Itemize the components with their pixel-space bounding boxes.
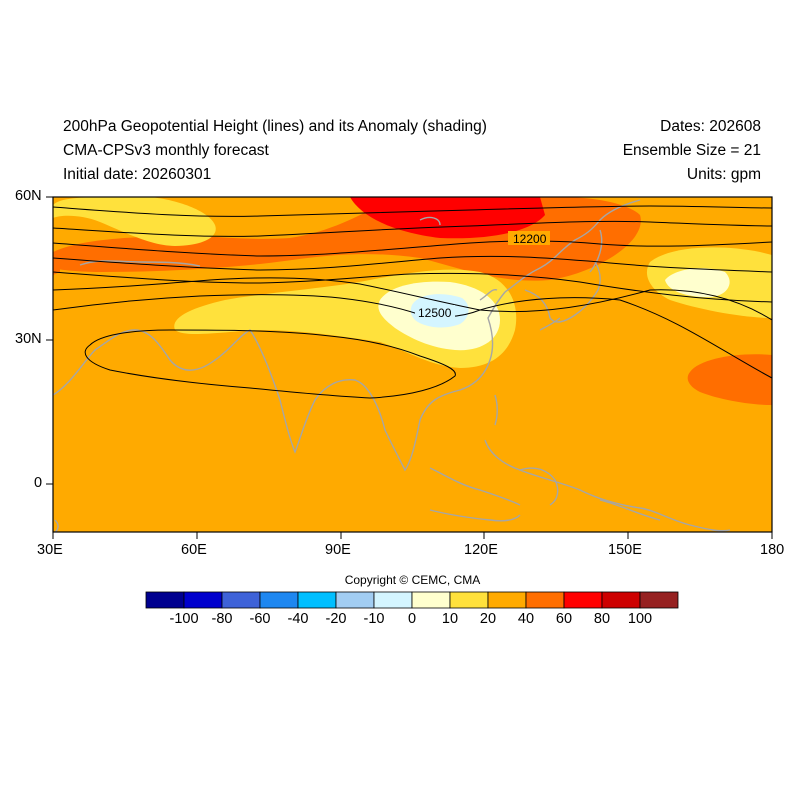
colorbar-swatch xyxy=(449,591,489,609)
colorbar-label: 80 xyxy=(593,611,611,627)
colorbar-label: -20 xyxy=(325,611,347,627)
colorbar-swatch xyxy=(183,591,223,609)
colorbar-label: 20 xyxy=(479,611,497,627)
lon-label-60e: 60E xyxy=(181,542,207,558)
contour-labels: 12200 12500 xyxy=(415,231,550,320)
colorbar-label: 10 xyxy=(441,611,459,627)
dates-label: Dates: 202608 xyxy=(660,118,761,135)
contour-label-12500: 12500 xyxy=(418,306,452,320)
colorbar-swatch xyxy=(639,591,679,609)
ensemble-size-label: Ensemble Size = 21 xyxy=(622,142,761,159)
colorbar-label: -80 xyxy=(211,611,233,627)
colorbar-swatch xyxy=(259,591,299,609)
units-label: Units: gpm xyxy=(686,166,761,183)
colorbar-label: 0 xyxy=(407,611,417,627)
colorbar-swatch xyxy=(601,591,641,609)
lon-label-30e: 30E xyxy=(37,542,63,558)
colorbar-label: 60 xyxy=(555,611,573,627)
coastlines xyxy=(53,199,731,532)
lon-label-150e: 150E xyxy=(608,542,642,558)
lon-label-180: 180 xyxy=(760,542,785,558)
colorbar-label: -100 xyxy=(169,611,199,627)
lat-label-0: 0 xyxy=(34,475,43,491)
colorbar-swatch xyxy=(335,591,375,609)
colorbar-swatch xyxy=(487,591,527,609)
title-line-3: Initial date: 20260301 xyxy=(63,166,212,183)
colorbar-label: -60 xyxy=(249,611,271,627)
anomaly-shading xyxy=(53,197,772,532)
colorbar xyxy=(145,591,679,609)
colorbar-swatch xyxy=(563,591,603,609)
height-contours xyxy=(53,205,772,399)
colorbar-label: 40 xyxy=(517,611,535,627)
lat-label-60n: 60N xyxy=(15,188,42,204)
axis-ticks xyxy=(46,196,773,539)
lon-label-120e: 120E xyxy=(464,542,498,558)
title-line-1: 200hPa Geopotential Height (lines) and i… xyxy=(63,118,487,135)
map-frame xyxy=(52,196,773,533)
lat-label-30n: 30N xyxy=(15,331,42,347)
colorbar-swatch xyxy=(373,591,413,609)
colorbar-swatch xyxy=(145,591,185,609)
colorbar-label: -10 xyxy=(363,611,385,627)
copyright-text: Copyright © CEMC, CMA xyxy=(344,573,481,587)
colorbar-swatch xyxy=(297,591,337,609)
contour-label-12200: 12200 xyxy=(513,232,547,246)
colorbar-label: 100 xyxy=(627,611,653,627)
colorbar-label: -40 xyxy=(287,611,309,627)
colorbar-swatch xyxy=(221,591,261,609)
colorbar-swatch xyxy=(525,591,565,609)
colorbar-swatch xyxy=(411,591,451,609)
title-line-2: CMA-CPSv3 monthly forecast xyxy=(63,142,269,159)
lon-label-90e: 90E xyxy=(325,542,351,558)
